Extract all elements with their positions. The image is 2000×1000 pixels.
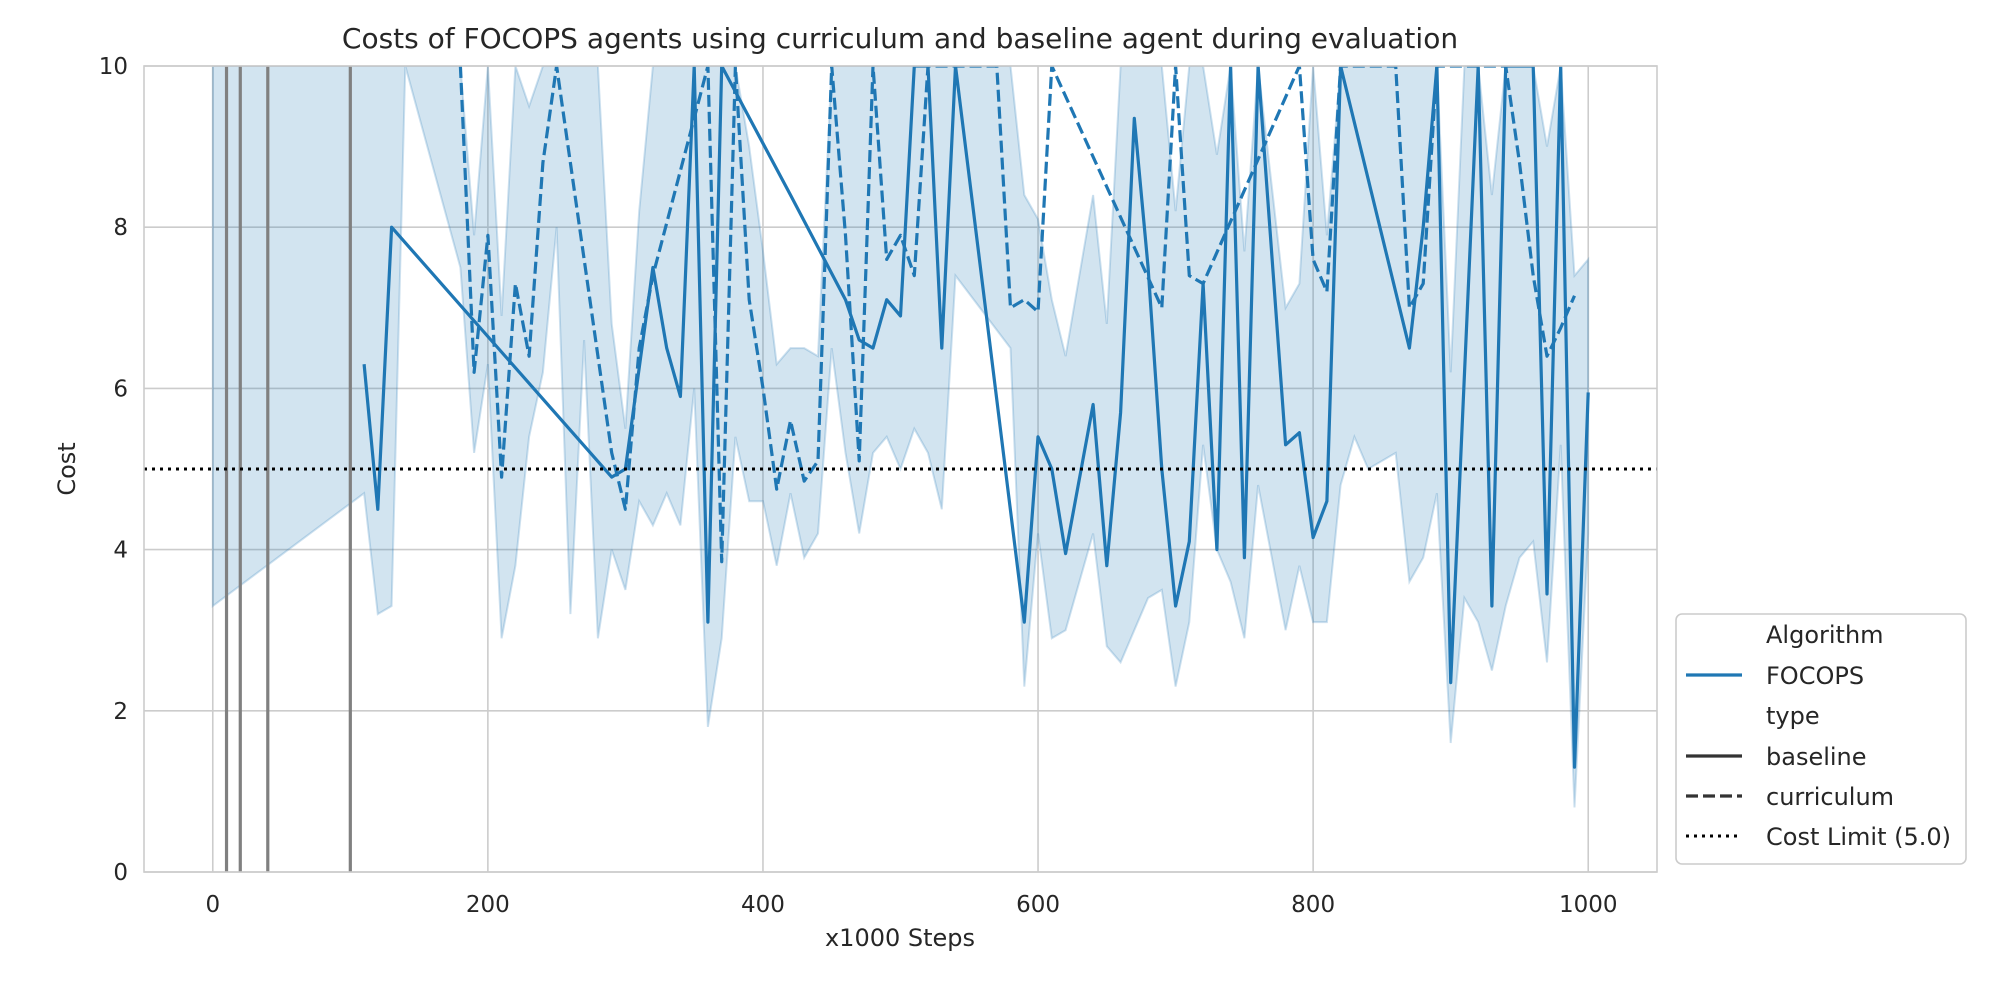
y-tick-label: 6 <box>113 376 128 402</box>
y-tick-label: 8 <box>113 215 128 241</box>
x-tick-labels: 0 200 400 600 800 1000 <box>205 892 1617 918</box>
x-tick-label: 400 <box>741 892 785 918</box>
y-tick-label: 2 <box>113 699 128 725</box>
confidence-band <box>211 66 1590 808</box>
chart-title: Costs of FOCOPS agents using curriculum … <box>342 22 1458 55</box>
y-tick-label: 0 <box>113 860 128 886</box>
plot-frame <box>143 65 1658 873</box>
legend-entry-baseline: baseline <box>1766 743 1867 771</box>
y-tick-labels: 0 2 4 6 8 10 <box>99 54 128 886</box>
legend-entry-cost-limit: Cost Limit (5.0) <box>1766 823 1951 851</box>
y-axis-label: Cost <box>53 442 81 495</box>
legend: Algorithm FOCOPS type baseline curriculu… <box>1675 613 1967 865</box>
legend-entry-curriculum: curriculum <box>1766 783 1894 811</box>
legend-group-algorithm: Algorithm <box>1766 621 1884 649</box>
y-tick-label: 10 <box>99 54 128 80</box>
legend-entry-focops: FOCOPS <box>1766 662 1864 690</box>
legend-box <box>1675 613 1967 865</box>
series-line-curriculum <box>458 66 1576 564</box>
x-axis-label: x1000 Steps <box>825 924 975 952</box>
x-tick-label: 1000 <box>1559 892 1618 918</box>
series-line-baseline <box>362 66 1590 769</box>
x-tick-label: 200 <box>466 892 510 918</box>
x-tick-label: 800 <box>1291 892 1335 918</box>
legend-group-type: type <box>1766 702 1820 730</box>
y-tick-label: 4 <box>113 538 128 564</box>
x-tick-label: 0 <box>205 892 220 918</box>
x-tick-label: 600 <box>1016 892 1060 918</box>
